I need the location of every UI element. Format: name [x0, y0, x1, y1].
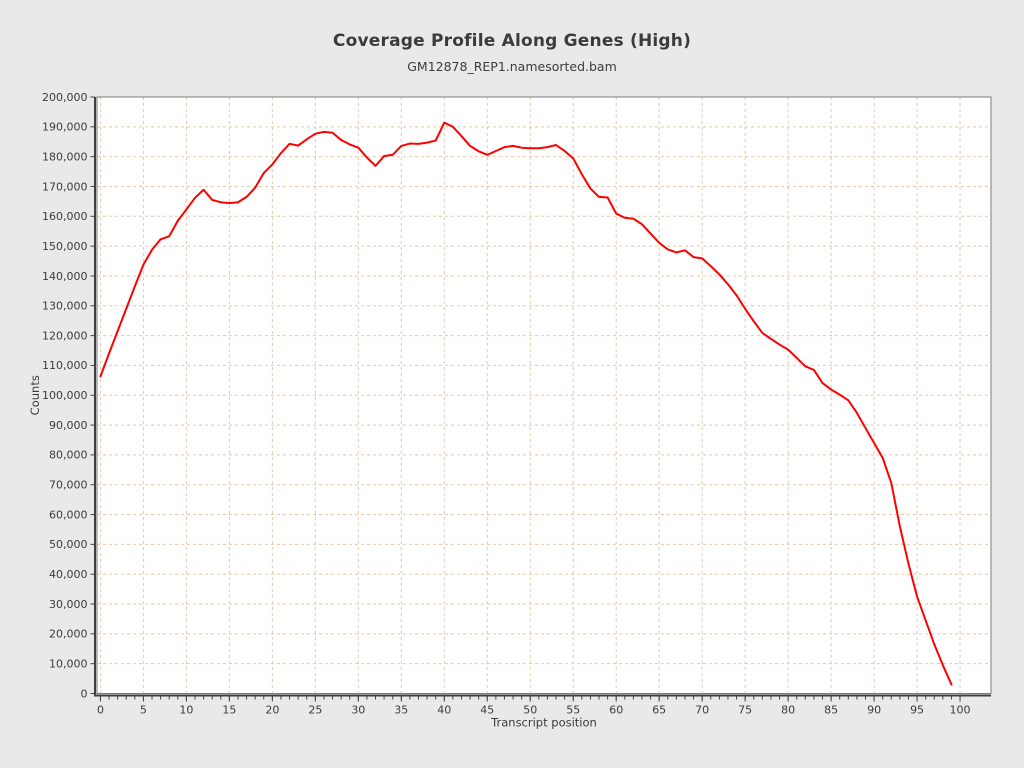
x-tick-label: 80 [781, 704, 795, 717]
x-tick-label: 95 [910, 704, 924, 717]
y-tick-label: 60,000 [49, 508, 88, 521]
x-tick-label: 60 [609, 704, 623, 717]
y-tick-label: 0 [81, 687, 88, 700]
y-tick-label: 50,000 [49, 538, 88, 551]
y-tick-label: 30,000 [49, 598, 88, 611]
y-tick-label: 130,000 [42, 300, 88, 313]
y-tick-label: 20,000 [49, 628, 88, 641]
x-tick-label: 10 [179, 704, 193, 717]
x-tick-label: 90 [867, 704, 881, 717]
y-tick-label: 110,000 [42, 359, 88, 372]
coverage-series-line [99, 121, 953, 686]
x-tick-label: 65 [652, 704, 666, 717]
x-tick-label: 50 [523, 704, 537, 717]
x-tick-label: 100 [950, 704, 971, 717]
x-tick-label: 85 [824, 704, 838, 717]
chart-subtitle: GM12878_REP1.namesorted.bam [407, 59, 617, 74]
y-tick-label: 150,000 [42, 240, 88, 253]
y-tick-label: 80,000 [49, 449, 88, 462]
x-tick-label: 30 [351, 704, 365, 717]
x-tick-label: 5 [140, 704, 147, 717]
chart-title: Coverage Profile Along Genes (High) [332, 31, 692, 51]
x-axis-title: Transcript position [490, 716, 597, 730]
y-tick-label: 140,000 [42, 270, 88, 283]
y-tick-label: 120,000 [42, 329, 88, 342]
y-tick-label: 180,000 [42, 150, 88, 163]
y-tick-label: 160,000 [42, 210, 88, 223]
x-tick-label: 55 [566, 704, 580, 717]
y-tick-label: 70,000 [49, 479, 88, 492]
y-tick-label: 100,000 [42, 389, 88, 402]
x-tick-label: 0 [97, 704, 104, 717]
x-tick-label: 15 [222, 704, 236, 717]
x-tick-label: 70 [695, 704, 709, 717]
x-tick-label: 25 [308, 704, 322, 717]
x-tick-label: 20 [265, 704, 279, 717]
y-tick-label: 200,000 [42, 91, 88, 104]
x-tick-label: 40 [437, 704, 451, 717]
x-tick-label: 45 [480, 704, 494, 717]
y-tick-label: 40,000 [49, 568, 88, 581]
x-tick-label: 35 [394, 704, 408, 717]
y-tick-label: 90,000 [49, 419, 88, 432]
y-axis-title: Counts [28, 375, 42, 415]
y-tick-label: 10,000 [49, 657, 88, 670]
y-tick-label: 170,000 [42, 180, 88, 193]
plot-border [96, 96, 992, 694]
y-tick-label: 190,000 [42, 121, 88, 134]
x-tick-label: 75 [738, 704, 752, 717]
